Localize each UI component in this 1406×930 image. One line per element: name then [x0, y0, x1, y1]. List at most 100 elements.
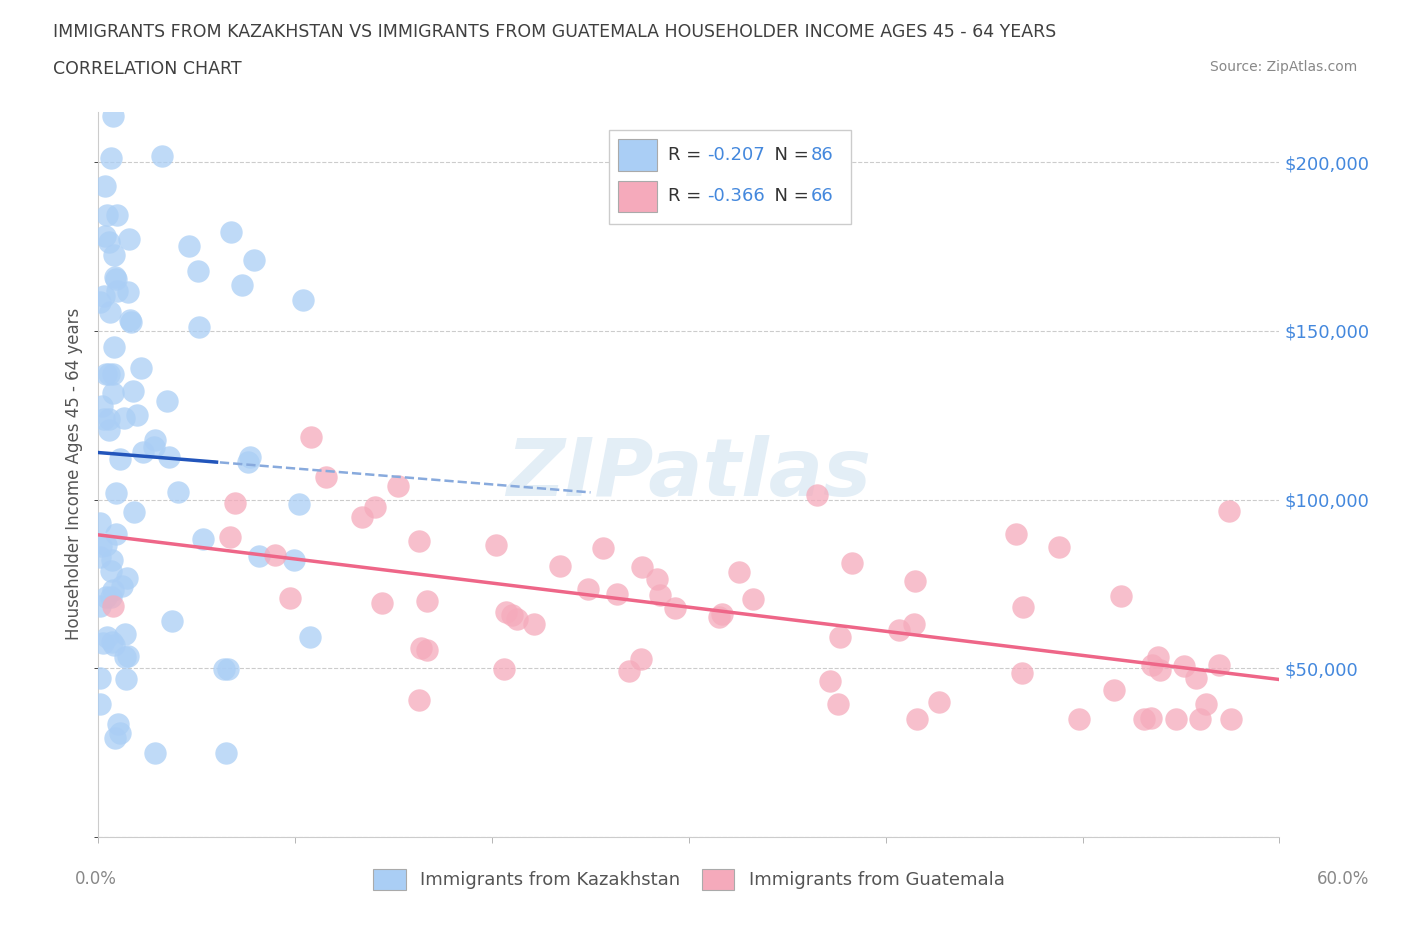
Point	[104, 730, 127, 745]
Point	[315, 469, 337, 484]
Point	[576, 581, 599, 596]
Bar	[619, 180, 657, 212]
Point	[93, 228, 115, 243]
Text: 60.0%: 60.0%	[1316, 870, 1369, 887]
Point	[827, 697, 849, 711]
Point	[219, 225, 242, 240]
Point	[157, 449, 180, 464]
Point	[619, 664, 641, 679]
Point	[1104, 683, 1126, 698]
Point	[492, 661, 515, 676]
Point	[105, 208, 128, 223]
Point	[118, 232, 141, 246]
Text: 0.0%: 0.0%	[75, 870, 117, 887]
Point	[1189, 711, 1212, 726]
Point	[89, 671, 111, 685]
Text: 86: 86	[811, 146, 834, 164]
Point	[97, 235, 120, 250]
Text: 66: 66	[811, 188, 834, 206]
Point	[907, 711, 929, 726]
Point	[193, 532, 215, 547]
Point	[550, 558, 572, 573]
Point	[89, 697, 111, 711]
Point	[107, 716, 129, 731]
Point	[928, 695, 950, 710]
Point	[242, 252, 264, 267]
Point	[630, 652, 652, 667]
Bar	[619, 140, 657, 171]
Text: CORRELATION CHART: CORRELATION CHART	[53, 60, 242, 78]
Point	[1219, 711, 1241, 726]
Point	[187, 319, 209, 334]
Point	[103, 339, 125, 354]
Point	[114, 626, 136, 641]
Text: ZIPatlas: ZIPatlas	[506, 435, 872, 513]
Point	[1111, 589, 1133, 604]
Point	[101, 634, 124, 649]
Point	[156, 393, 179, 408]
Point	[1166, 711, 1188, 726]
Point	[364, 500, 387, 515]
Point	[1218, 504, 1240, 519]
Point	[100, 564, 122, 578]
Point	[98, 366, 121, 381]
Point	[1067, 711, 1090, 726]
Point	[90, 538, 112, 553]
Point	[501, 607, 523, 622]
Point	[806, 487, 828, 502]
Text: Source: ZipAtlas.com: Source: ZipAtlas.com	[1209, 60, 1357, 74]
Point	[1011, 665, 1033, 680]
Point	[485, 538, 508, 552]
Point	[117, 648, 139, 663]
Point	[143, 432, 166, 447]
Point	[131, 361, 153, 376]
Point	[89, 294, 111, 309]
Point	[93, 288, 115, 303]
Point	[187, 264, 209, 279]
Point	[96, 538, 118, 552]
Point	[96, 207, 118, 222]
Point	[117, 285, 139, 299]
Point	[236, 455, 259, 470]
Text: -0.366: -0.366	[707, 188, 765, 206]
Point	[224, 496, 246, 511]
Point	[387, 479, 409, 494]
Point	[150, 149, 173, 164]
Point	[728, 565, 751, 579]
Point	[291, 292, 314, 307]
Bar	[609, 130, 851, 224]
Point	[143, 745, 166, 760]
Point	[1173, 659, 1195, 674]
Point	[650, 587, 672, 602]
Point	[94, 590, 117, 604]
Point	[1005, 527, 1028, 542]
Point	[592, 540, 614, 555]
Point	[495, 604, 517, 619]
Point	[278, 591, 301, 605]
Point	[299, 430, 322, 445]
Point	[108, 452, 131, 467]
Text: IMMIGRANTS FROM KAZAKHSTAN VS IMMIGRANTS FROM GUATEMALA HOUSEHOLDER INCOME AGES : IMMIGRANTS FROM KAZAKHSTAN VS IMMIGRANTS…	[53, 23, 1057, 41]
Point	[231, 278, 253, 293]
Point	[98, 412, 121, 427]
Text: R =: R =	[668, 188, 707, 206]
Point	[371, 595, 394, 610]
Point	[104, 526, 127, 541]
Point	[177, 239, 200, 254]
Point	[91, 636, 114, 651]
Point	[115, 570, 138, 585]
Point	[143, 439, 166, 454]
Point	[828, 630, 851, 644]
Point	[98, 304, 121, 319]
Point	[104, 269, 127, 284]
Point	[89, 516, 111, 531]
Point	[352, 510, 374, 525]
Point	[89, 550, 111, 565]
Point	[100, 590, 122, 604]
Point	[523, 617, 546, 631]
Point	[903, 574, 925, 589]
Point	[239, 449, 262, 464]
Point	[707, 610, 730, 625]
Text: N =: N =	[763, 146, 815, 164]
Point	[408, 693, 430, 708]
